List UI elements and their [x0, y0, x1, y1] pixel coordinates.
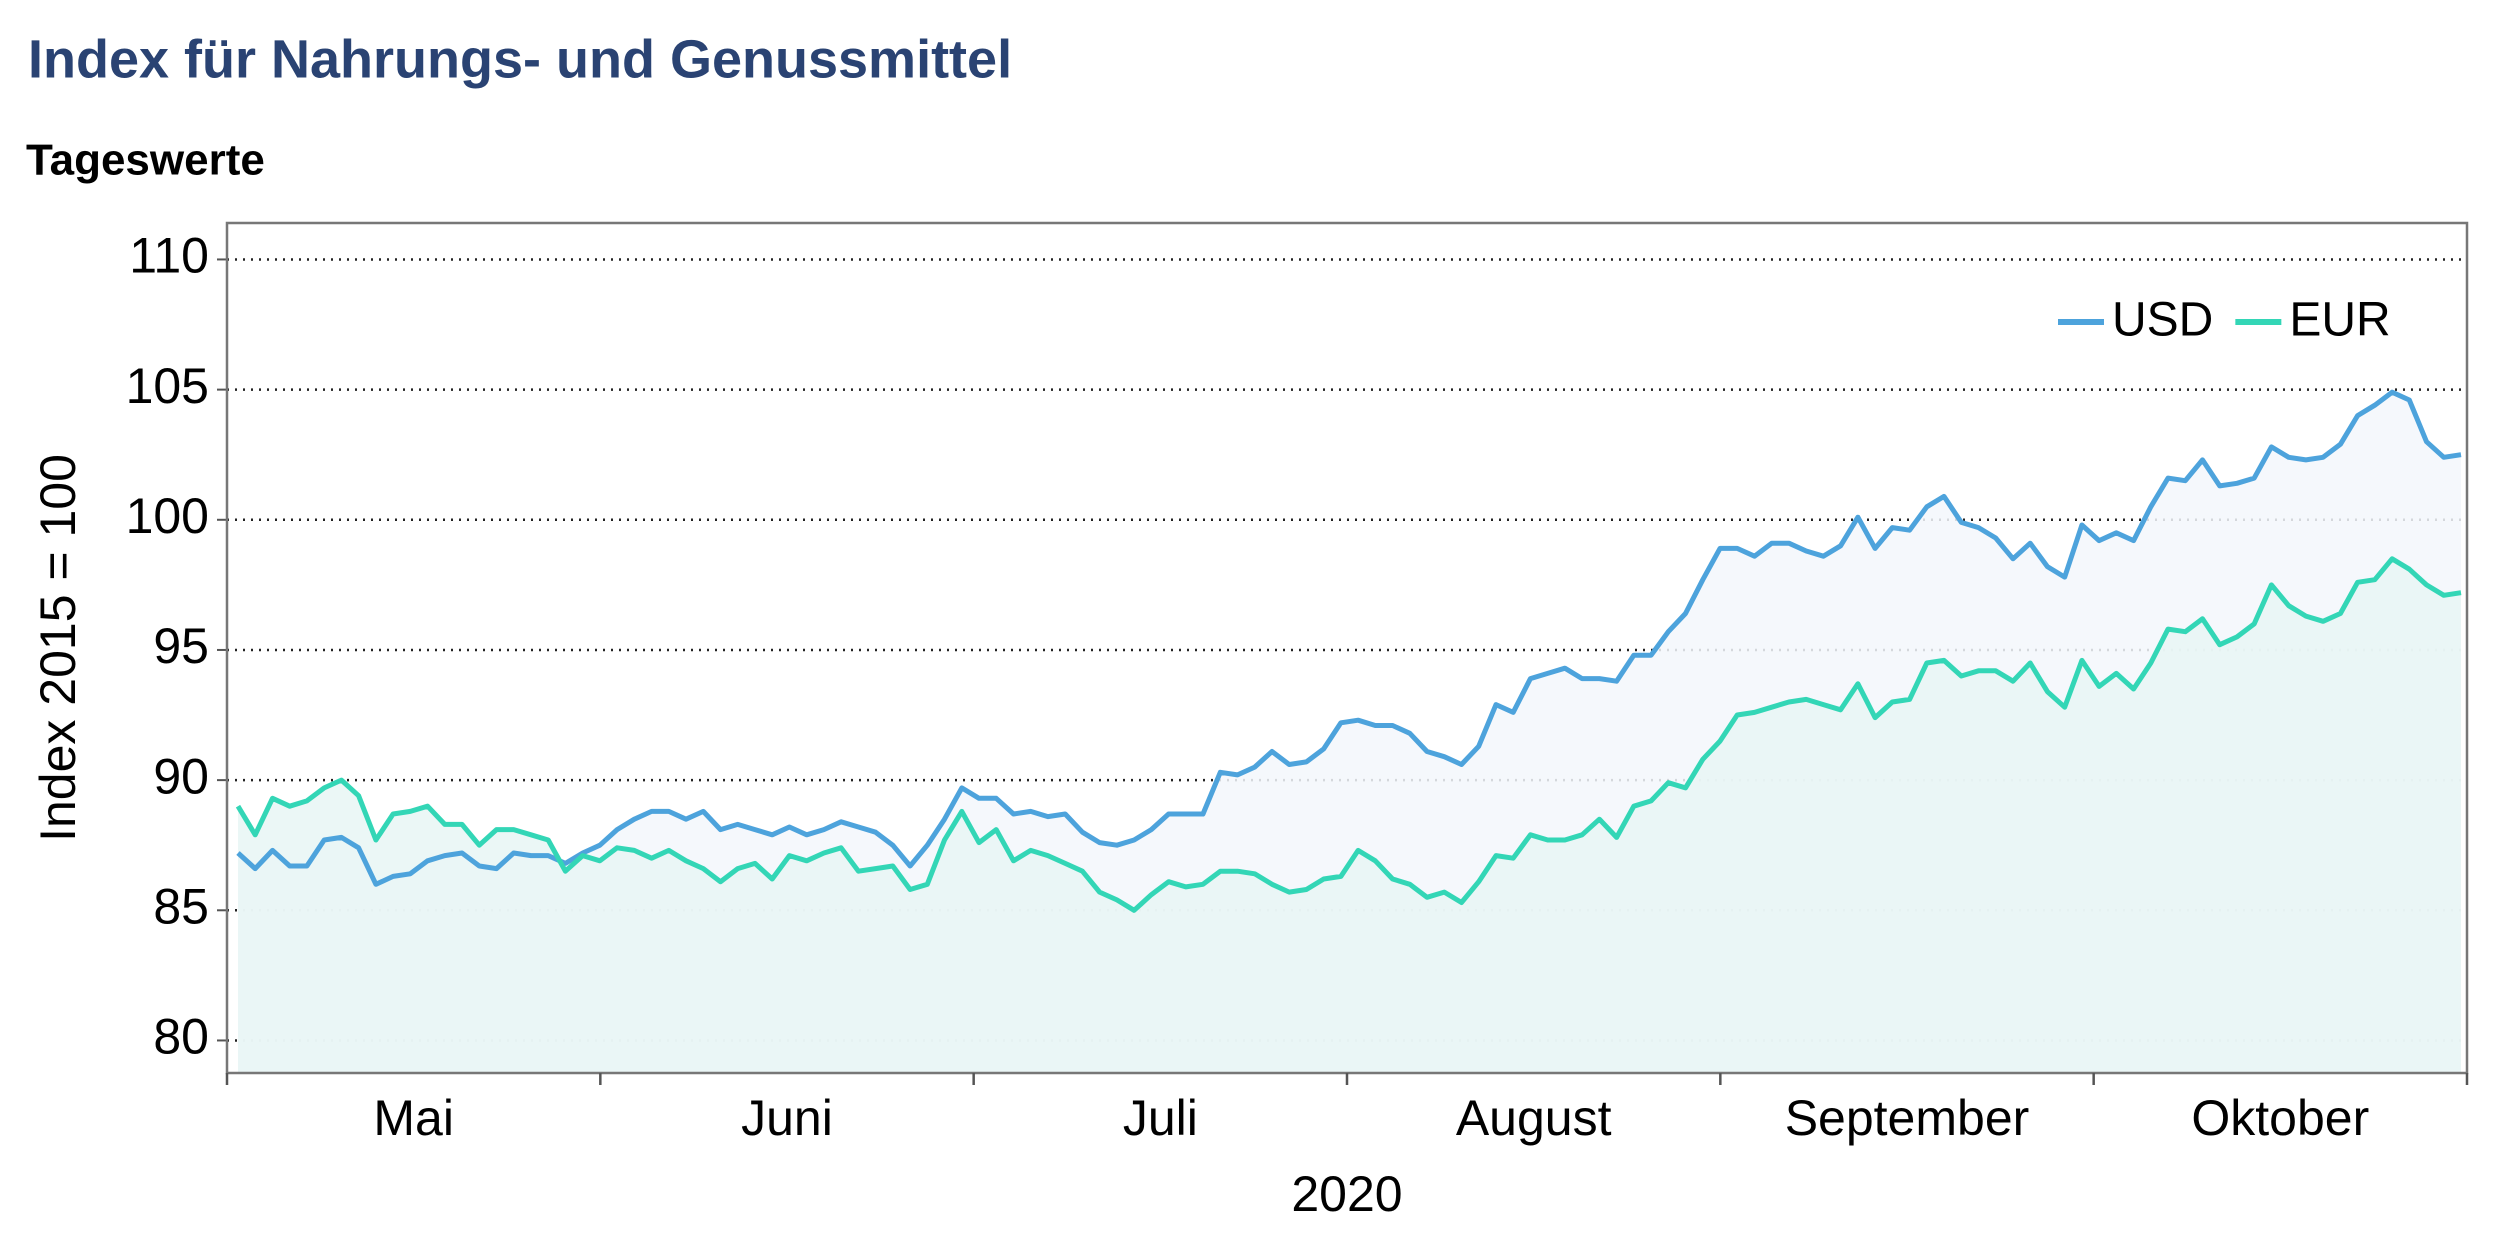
y-tick-label: 80 [153, 1009, 209, 1065]
legend-label: EUR [2289, 294, 2390, 347]
x-axis-label: 2020 [1291, 1166, 1402, 1222]
x-tick-label: Juni [741, 1090, 833, 1146]
y-tick-label: 105 [126, 358, 209, 414]
y-tick-label: 100 [126, 488, 209, 544]
x-tick-label: Juli [1123, 1090, 1198, 1146]
y-tick-label: 85 [153, 878, 209, 934]
y-axis-label: Index 2015 = 100 [30, 454, 86, 842]
y-tick-label: 90 [153, 748, 209, 804]
chart-title: Index für Nahrungs- und Genussmittel [28, 29, 1012, 89]
x-tick-label: September [1785, 1090, 2030, 1146]
x-tick-label: August [1456, 1090, 1612, 1146]
area [238, 558, 2461, 1073]
x-tick-label: Oktober [2191, 1090, 2369, 1146]
x-tick-label: Mai [373, 1090, 454, 1146]
line [236, 389, 2462, 887]
legend-label: USD [2112, 294, 2213, 347]
line [235, 556, 2462, 913]
chart-subtitle: Tageswerte [26, 136, 265, 185]
y-tick-label: 95 [153, 618, 209, 674]
y-tick-label: 110 [129, 228, 209, 284]
